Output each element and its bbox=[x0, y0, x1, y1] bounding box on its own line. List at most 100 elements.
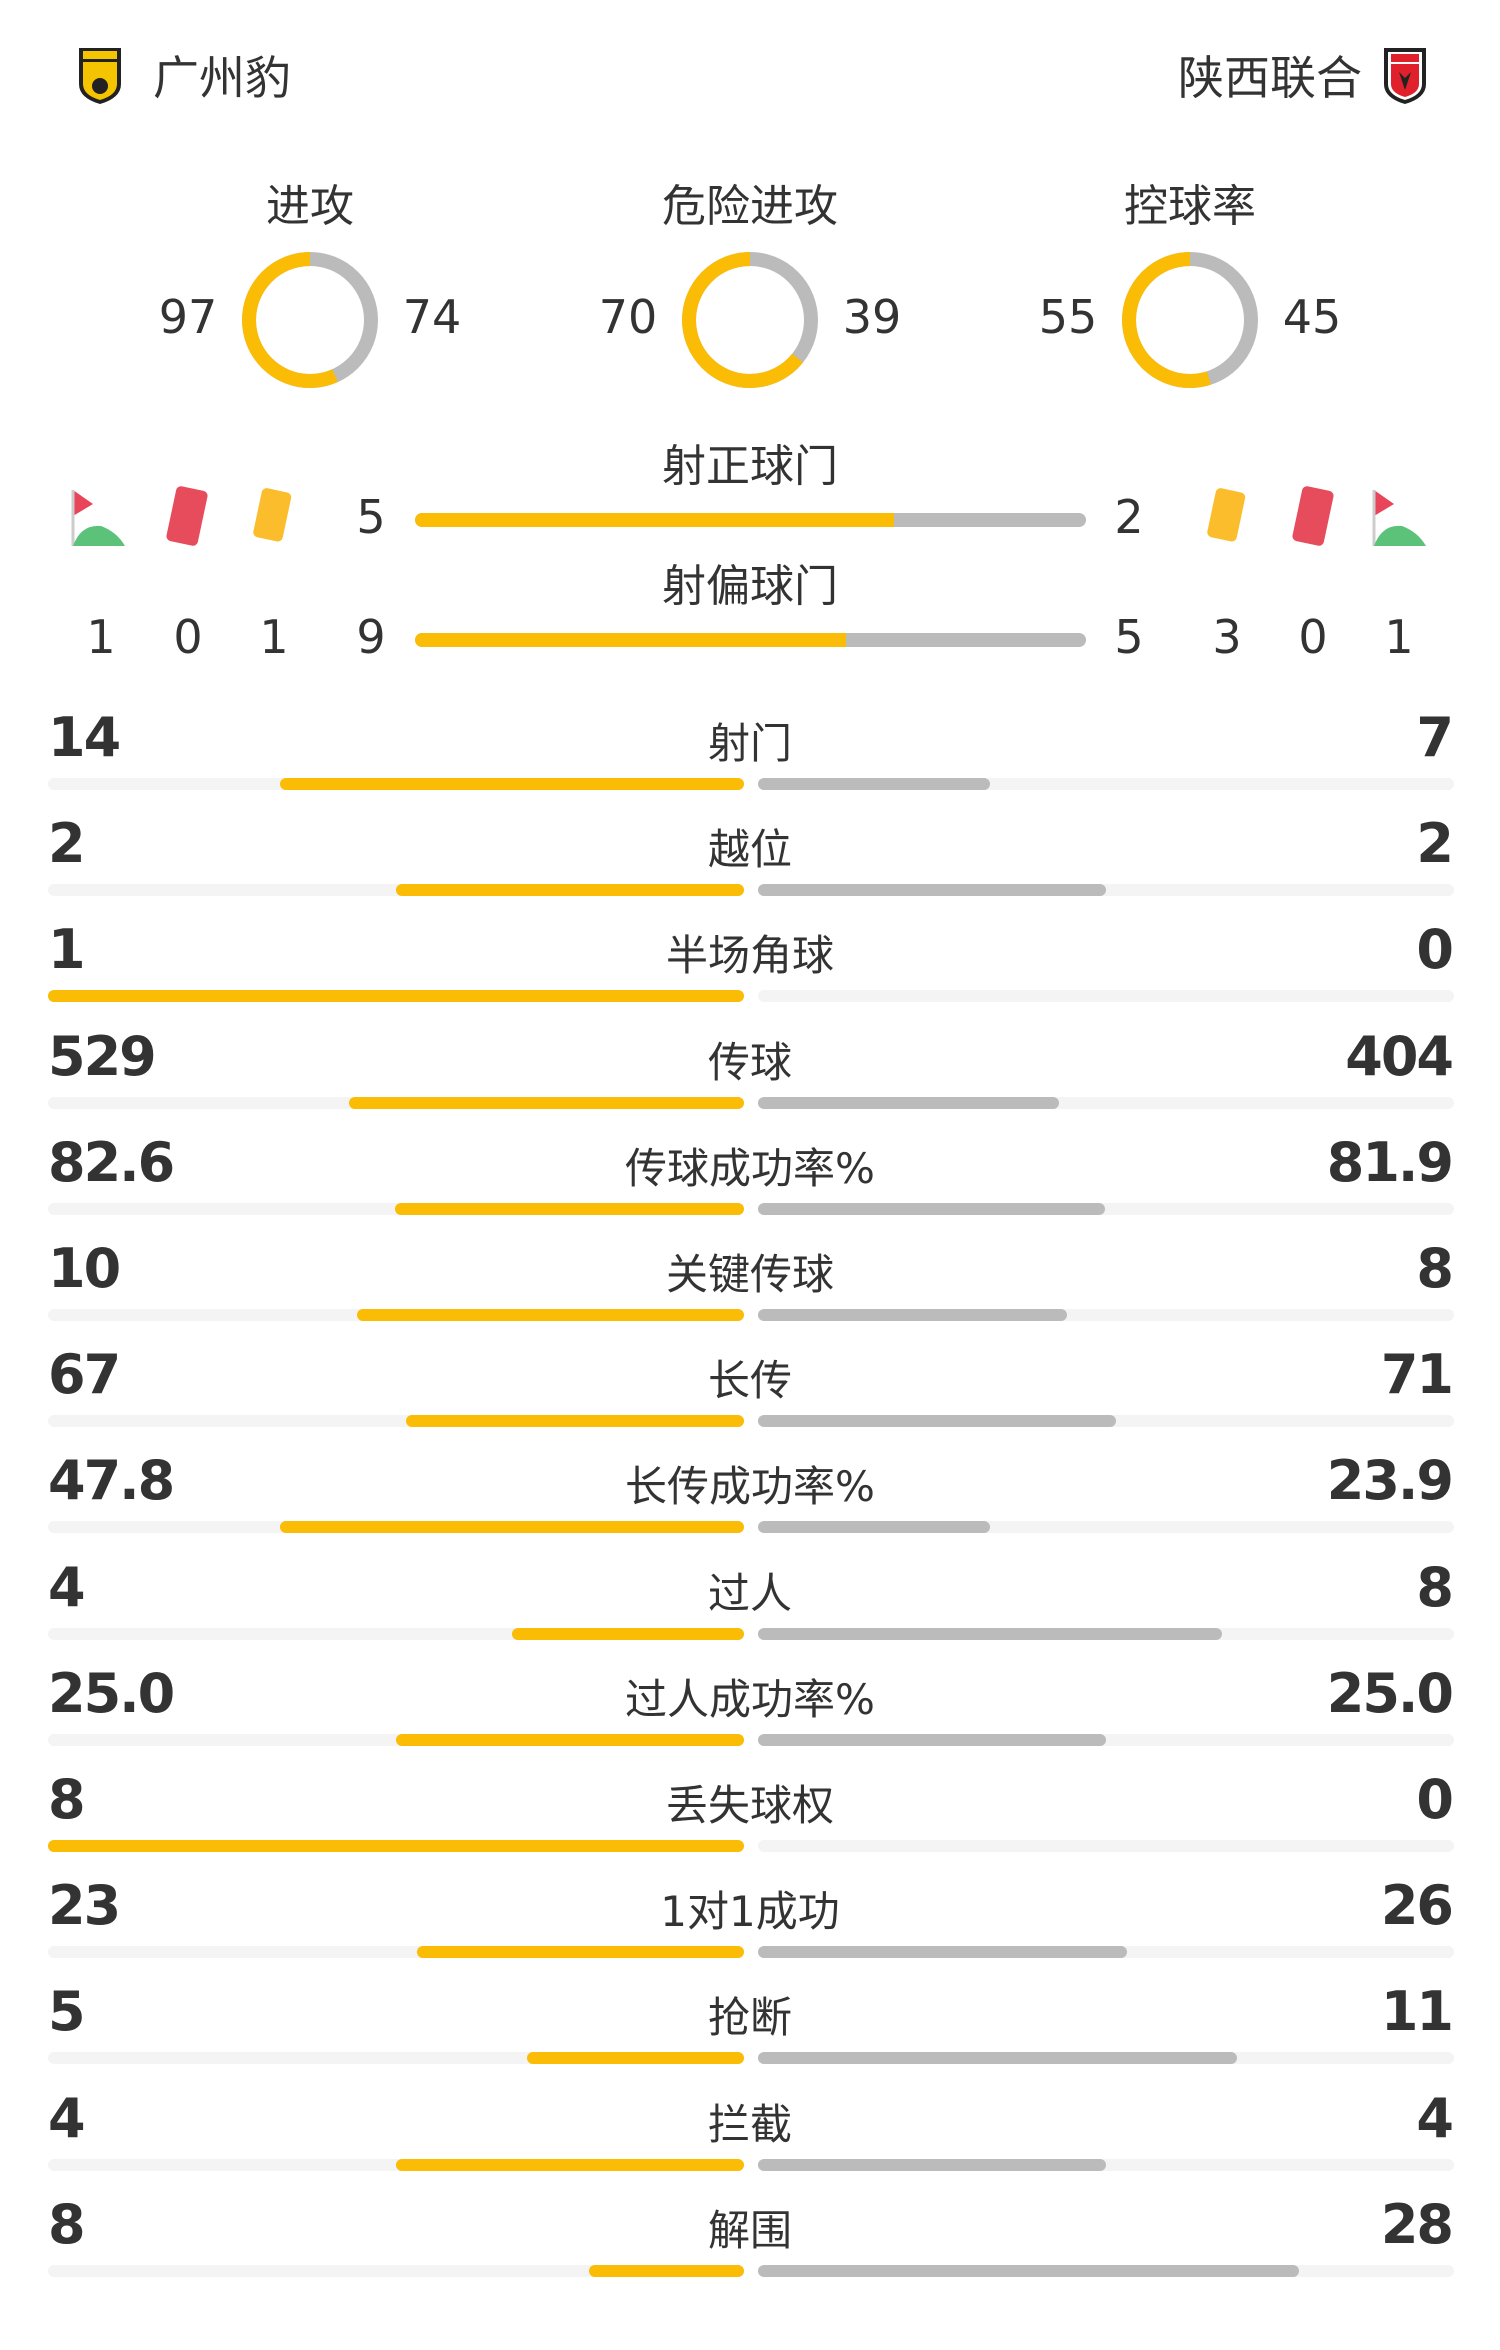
stat-row: 14 射门 7 bbox=[48, 706, 1454, 812]
stat-away-bar bbox=[758, 1946, 1454, 1959]
away-yellow-cards: 3 bbox=[1212, 610, 1242, 664]
stat-away-bar bbox=[758, 2052, 1454, 2065]
away-corner-flag-icon bbox=[1372, 490, 1426, 546]
stat-away-bar bbox=[758, 778, 1454, 790]
stat-away-fill bbox=[758, 1733, 1106, 1746]
stat-away-fill bbox=[758, 1946, 1128, 1959]
home-shots-on-target: 5 bbox=[356, 490, 386, 544]
shots-on-target-label: 射正球门 bbox=[662, 441, 838, 492]
stat-home-value: 1 bbox=[48, 918, 86, 982]
stat-home-fill bbox=[396, 1733, 744, 1746]
donut-chart bbox=[242, 252, 378, 388]
donut-home-value: 55 bbox=[1038, 290, 1098, 344]
stat-home-fill bbox=[357, 1309, 744, 1321]
home-corners: 1 bbox=[86, 610, 116, 664]
donut-title: 控球率 bbox=[1124, 181, 1256, 232]
stat-home-value: 10 bbox=[48, 1237, 121, 1300]
stat-away-fill bbox=[758, 2158, 1106, 2171]
stat-away-value: 404 bbox=[1345, 1024, 1454, 1088]
stat-label: 长传 bbox=[707, 1356, 792, 1406]
donut-home-value: 97 bbox=[158, 290, 218, 344]
stat-home-bar bbox=[48, 1309, 744, 1321]
stat-away-fill bbox=[758, 1202, 1105, 1215]
stat-home-fill bbox=[394, 1202, 744, 1215]
stat-home-bar bbox=[48, 990, 744, 1003]
away-red-cards: 0 bbox=[1298, 610, 1328, 664]
away-team-crest-icon bbox=[1384, 48, 1426, 104]
stat-away-value: 71 bbox=[1380, 1343, 1454, 1407]
stat-home-fill bbox=[589, 2264, 744, 2277]
stat-row: 8 解围 28 bbox=[48, 2193, 1454, 2299]
donut-home-arc bbox=[1122, 252, 1258, 388]
stat-away-bar bbox=[758, 1840, 1454, 1852]
home-shots-off-target: 9 bbox=[356, 610, 386, 664]
stat-away-value: 8 bbox=[1416, 1237, 1454, 1300]
stat-home-fill bbox=[512, 1627, 744, 1640]
shots-on-target-bar bbox=[415, 513, 1086, 527]
stat-home-bar bbox=[48, 884, 744, 897]
away-team[interactable]: 陕西联合 bbox=[1178, 40, 1430, 110]
stat-home-bar bbox=[48, 2052, 744, 2065]
stat-home-bar bbox=[48, 1627, 744, 1640]
stat-home-bar bbox=[48, 1521, 744, 1534]
stat-home-fill bbox=[526, 2052, 744, 2065]
stat-away-bar bbox=[758, 1521, 1454, 1534]
stat-home-value: 23 bbox=[48, 1874, 121, 1938]
donut-home-arc bbox=[242, 252, 378, 388]
stat-home-bar bbox=[48, 1415, 744, 1428]
shots-off-target-label: 射偏球门 bbox=[662, 561, 838, 612]
stat-row: 82.6 传球成功率% 81.9 bbox=[48, 1130, 1454, 1237]
stat-home-value: 82.6 bbox=[48, 1130, 175, 1194]
stat-label: 过人成功率% bbox=[625, 1674, 875, 1724]
stat-home-bar bbox=[48, 1202, 744, 1215]
away-shots-on-target: 2 bbox=[1114, 490, 1144, 544]
stat-home-value: 5 bbox=[48, 1980, 86, 2044]
stat-away-bar bbox=[758, 1733, 1454, 1746]
away-yellow-card-icon bbox=[1207, 488, 1246, 542]
stat-row: 1 半场角球 0 bbox=[48, 918, 1454, 1024]
stat-home-value: 14 bbox=[48, 706, 121, 769]
stat-home-bar bbox=[48, 1840, 744, 1852]
home-red-cards: 0 bbox=[173, 610, 203, 664]
away-team-name: 陕西联合 bbox=[1178, 51, 1362, 105]
home-team-name: 广州豹 bbox=[153, 51, 291, 105]
stat-home-bar bbox=[48, 1946, 744, 1959]
stat-away-fill bbox=[758, 2052, 1237, 2065]
stat-away-bar bbox=[758, 1202, 1454, 1215]
stat-row: 47.8 长传成功率% 23.9 bbox=[48, 1449, 1454, 1555]
stat-away-fill bbox=[758, 1309, 1068, 1321]
donut-chart bbox=[682, 252, 818, 388]
stat-label: 长传成功率% bbox=[625, 1462, 875, 1512]
stat-label: 丢失球权 bbox=[665, 1781, 834, 1830]
stat-home-bar bbox=[48, 2264, 744, 2277]
stat-away-bar bbox=[758, 990, 1454, 1003]
stat-home-fill bbox=[349, 1096, 744, 1109]
stat-away-fill bbox=[758, 1627, 1222, 1640]
donut-title: 进攻 bbox=[266, 181, 354, 232]
home-yellow-card-icon bbox=[253, 488, 292, 542]
stat-row: 23 1对1成功 26 bbox=[48, 1874, 1454, 1980]
stat-away-bar bbox=[758, 2158, 1454, 2171]
stat-home-fill bbox=[280, 778, 744, 790]
stat-away-fill bbox=[758, 1415, 1117, 1428]
stat-row: 8 丢失球权 0 bbox=[48, 1768, 1454, 1874]
stat-label: 关键传球 bbox=[665, 1250, 834, 1299]
stat-away-value: 7 bbox=[1416, 706, 1454, 769]
donut-home-arc bbox=[682, 252, 818, 388]
donut-away-value: 74 bbox=[402, 290, 462, 344]
stat-home-bar bbox=[48, 778, 744, 790]
stat-label: 抢断 bbox=[707, 1993, 792, 2043]
stat-home-fill bbox=[48, 1840, 744, 1852]
stat-away-bar bbox=[758, 1096, 1454, 1109]
donut-home-value: 70 bbox=[598, 290, 658, 344]
stat-label: 过人 bbox=[707, 1568, 792, 1618]
stat-home-fill bbox=[280, 1521, 744, 1534]
stat-row: 529 传球 404 bbox=[48, 1024, 1454, 1131]
stat-home-value: 8 bbox=[48, 1768, 86, 1831]
stat-home-value: 4 bbox=[48, 2086, 86, 2150]
stat-label: 传球 bbox=[707, 1037, 792, 1087]
home-team[interactable]: 广州豹 bbox=[75, 40, 291, 110]
stat-label: 越位 bbox=[707, 825, 792, 875]
stat-away-bar bbox=[758, 1415, 1454, 1428]
